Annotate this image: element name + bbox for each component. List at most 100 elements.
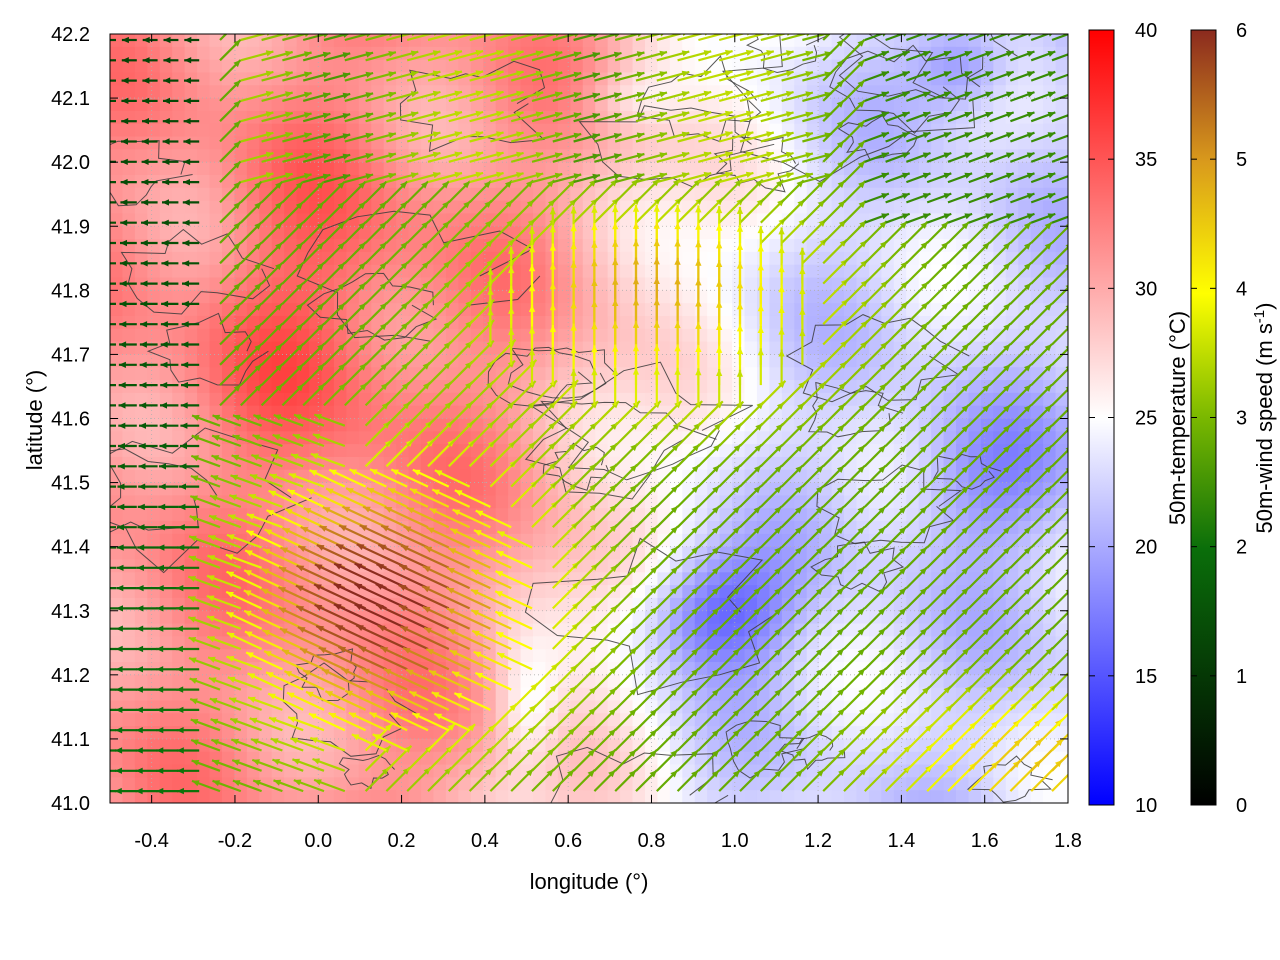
heat-cell: [147, 200, 161, 215]
heat-cell: [346, 277, 360, 291]
heat-cell: [209, 239, 223, 253]
heat-cell: [495, 303, 509, 317]
heat-cell: [483, 559, 497, 573]
heat-cell: [657, 59, 671, 74]
heat-cell: [557, 777, 571, 791]
heat-cell: [545, 559, 559, 573]
heat-cell: [1005, 59, 1019, 74]
heat-cell: [744, 790, 758, 803]
heat-cell: [309, 751, 323, 766]
heat-cell: [197, 290, 211, 304]
heat-cell: [209, 277, 223, 291]
heat-cell: [271, 623, 285, 637]
wind-arrow-head: [99, 281, 106, 287]
heat-cell: [445, 226, 459, 240]
heat-cell: [769, 315, 783, 330]
heat-cell: [172, 405, 186, 420]
heat-cell: [122, 162, 136, 176]
heat-cell: [445, 34, 459, 48]
heat-cell: [445, 277, 459, 291]
heat-cell: [993, 59, 1007, 74]
heat-cell: [458, 469, 472, 484]
heat-cell: [172, 392, 186, 407]
heat-cell: [694, 469, 708, 484]
heat-cell: [259, 315, 273, 330]
wind-arrow-head: [99, 301, 106, 307]
heat-cell: [209, 444, 223, 458]
heat-cell: [271, 662, 285, 676]
heat-cell: [794, 59, 808, 74]
heat-cell: [545, 34, 559, 48]
heat-cell: [483, 700, 497, 714]
heat-cell: [184, 85, 198, 99]
heat-cell: [781, 290, 795, 304]
heat-cell: [184, 328, 198, 343]
wind-arrow-head: [96, 544, 103, 550]
heat-cell: [433, 341, 447, 356]
heat-cell: [172, 277, 186, 291]
heat-cell: [408, 367, 422, 381]
heat-cell: [508, 610, 522, 625]
heat-cell: [533, 636, 547, 650]
heat-cell: [458, 751, 472, 766]
heat-cell: [147, 46, 161, 61]
heat-cell: [358, 59, 372, 74]
heat-cell: [134, 123, 148, 138]
heat-cell: [682, 315, 696, 330]
heat-cell: [470, 59, 484, 74]
heat-cell: [570, 34, 584, 48]
heat-cell: [520, 495, 534, 509]
wind-arrow-head: [97, 463, 104, 469]
heat-cell: [508, 444, 522, 458]
heat-cell: [458, 277, 472, 291]
heat-cell: [632, 469, 646, 484]
heat-cell: [483, 790, 497, 803]
heat-cell: [433, 713, 447, 727]
heat-cell: [147, 444, 161, 458]
heat-cell: [110, 623, 124, 637]
heat-cell: [396, 123, 410, 138]
heat-cell: [732, 585, 746, 599]
heat-cell: [893, 751, 907, 766]
heat-cell: [719, 239, 733, 253]
heat-cell: [1055, 790, 1068, 803]
heat-cell: [433, 251, 447, 266]
heat-cell: [520, 341, 534, 356]
heat-cell: [732, 239, 746, 253]
heat-cell: [669, 405, 683, 420]
heat-cell: [470, 764, 484, 778]
heat-cell: [744, 328, 758, 343]
heat-cell: [495, 341, 509, 356]
heat-cell: [321, 405, 335, 420]
heat-cell: [383, 303, 397, 317]
heat-cell: [271, 303, 285, 317]
heat-cell: [333, 751, 347, 766]
heat-cell: [682, 367, 696, 381]
heat-cell: [557, 328, 571, 343]
heat-cell: [408, 392, 422, 407]
heat-cell: [931, 59, 945, 74]
heat-cell: [458, 367, 472, 381]
heat-cell: [358, 341, 372, 356]
heat-cell: [495, 277, 509, 291]
heat-cell: [321, 687, 335, 702]
heat-cell: [458, 790, 472, 803]
heat-cell: [159, 649, 173, 663]
heat-cell: [483, 341, 497, 356]
heat-cell: [209, 303, 223, 317]
heat-cell: [122, 213, 136, 227]
heat-cell: [980, 738, 994, 753]
heat-cell: [856, 751, 870, 766]
heat-cell: [271, 251, 285, 266]
heat-cell: [557, 226, 571, 240]
heat-cell: [383, 546, 397, 561]
heat-cell: [1018, 200, 1032, 215]
heat-cell: [470, 469, 484, 484]
heat-cell: [122, 700, 136, 714]
heat-cell: [943, 251, 957, 266]
heat-cell: [980, 495, 994, 509]
heat-cell: [421, 136, 435, 150]
heat-cell: [595, 162, 609, 176]
heat-cell: [122, 405, 136, 420]
